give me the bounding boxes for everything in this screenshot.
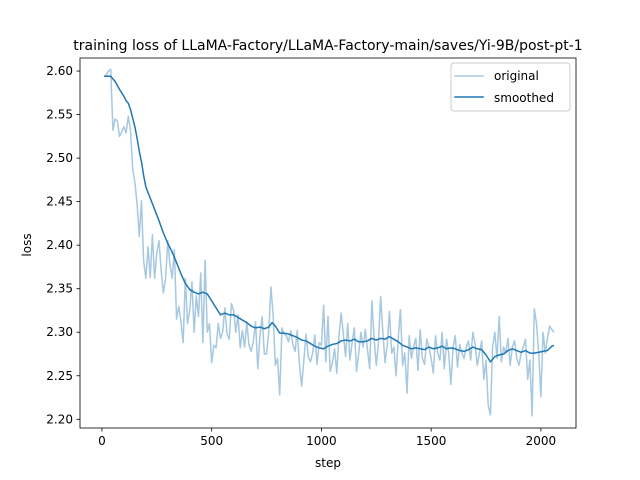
x-tick-label: 2000 <box>526 434 557 448</box>
y-tick-label: 2.50 <box>46 151 73 165</box>
x-tick-label: 1500 <box>416 434 447 448</box>
x-tick-label: 1000 <box>306 434 337 448</box>
plot-frame <box>79 57 577 429</box>
plot-area <box>80 58 576 428</box>
x-tick-label: 0 <box>98 434 106 448</box>
legend-label-smoothed: smoothed <box>494 91 554 105</box>
y-axis-label: loss <box>20 233 34 256</box>
chart-title: training loss of LLaMA-Factory/LLaMA-Fac… <box>73 38 582 54</box>
y-tick-label: 2.45 <box>46 195 73 209</box>
x-axis-label: step <box>315 456 341 470</box>
series-layer <box>103 68 555 417</box>
series-line-smoothed <box>104 75 555 363</box>
legend-frame <box>450 62 571 112</box>
y-tick-label: 2.60 <box>46 64 73 78</box>
x-axis-ticks: 0 500 1000 1500 2000 <box>98 428 556 448</box>
legend: original smoothed <box>450 62 571 112</box>
series-line-original <box>103 68 555 417</box>
y-tick-label: 2.20 <box>46 412 73 426</box>
x-tick-label: 500 <box>200 434 223 448</box>
y-tick-label: 2.25 <box>46 369 73 383</box>
y-tick-label: 2.40 <box>46 238 73 252</box>
legend-label-original: original <box>494 69 539 83</box>
y-axis-ticks: 2.20 2.25 2.30 2.35 2.40 2.45 2.50 2.55 2.60 <box>46 64 80 426</box>
y-tick-label: 2.30 <box>46 325 73 339</box>
y-tick-label: 2.35 <box>46 282 73 296</box>
y-tick-label: 2.55 <box>46 108 73 122</box>
